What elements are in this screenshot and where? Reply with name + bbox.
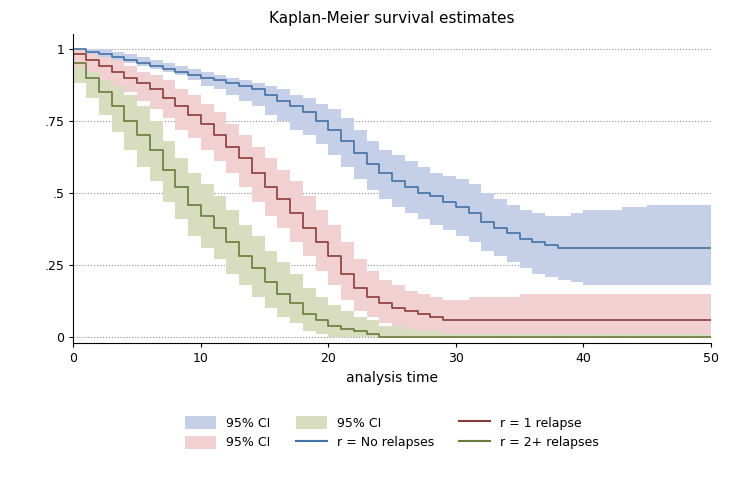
Title: Kaplan-Meier survival estimates: Kaplan-Meier survival estimates [270,11,515,26]
X-axis label: analysis time: analysis time [346,370,438,385]
Legend: 95% CI, 95% CI, 95% CI, r = No relapses, r = 1 relapse, r = 2+ relapses: 95% CI, 95% CI, 95% CI, r = No relapses,… [180,411,604,455]
